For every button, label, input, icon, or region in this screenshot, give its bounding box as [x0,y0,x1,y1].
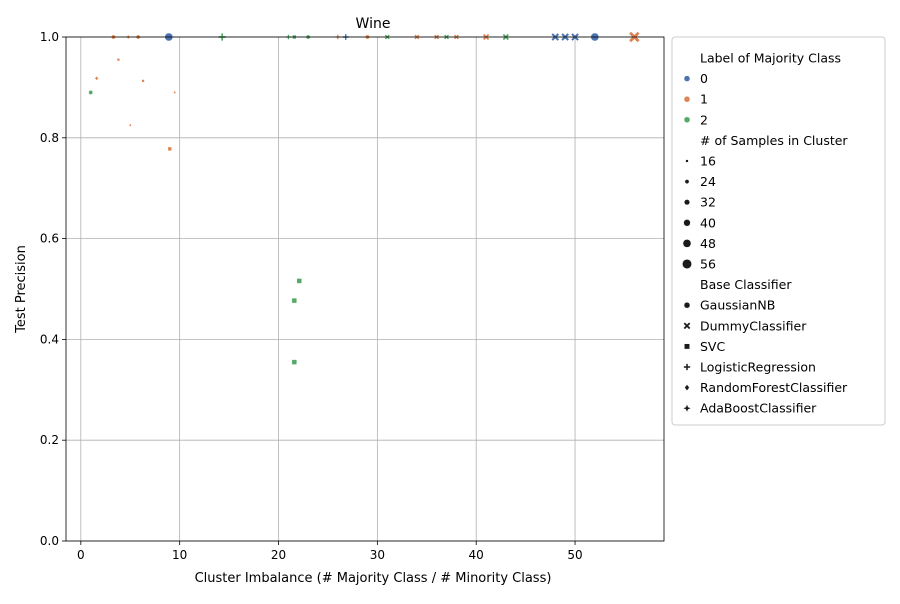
legend-entry-label: DummyClassifier [700,318,807,333]
y-axis-label: Test Precision [14,245,29,334]
data-point [128,123,132,128]
legend-size-marker [683,199,691,206]
y-tick-label: 1.0 [40,30,59,44]
x-tick-label: 0 [77,548,85,562]
data-point [291,297,298,304]
x-axis-label: Cluster Imbalance (# Majority Class / # … [195,571,552,586]
data-point [173,90,177,95]
legend-size-marker [685,159,689,163]
legend-size-marker [682,239,692,248]
legend-shape-marker [684,384,690,392]
chart-title: Wine [356,16,391,32]
legend-size-marker [684,179,690,184]
legend-shape-marker [684,343,690,350]
y-tick-label: 0.6 [40,232,59,246]
data-point [167,146,172,152]
legend-entry-label: GaussianNB [700,298,775,313]
legend-entry-label: 24 [700,174,716,189]
data-point [291,359,298,365]
y-tick-label: 0.2 [40,433,59,447]
x-tick-label: 20 [271,548,286,562]
legend-entry-label: 32 [700,195,716,210]
legend-entry-label: 1 [700,92,708,107]
legend-section-title: Label of Majority Class [700,51,841,66]
y-tick-label: 0.0 [40,534,59,548]
data-point [116,58,120,62]
legend-section-title: # of Samples in Cluster [700,133,848,148]
legend-items: Label of Majority Class 0 1 2 # of Samples i… [682,51,848,416]
legend-entry-label: RandomForestClassifier [700,380,848,395]
legend-shape-marker [683,404,691,412]
data-point [95,76,99,80]
legend-entry-label: SVC [700,339,725,354]
legend: Label of Majority Class 0 1 2 # of Samples i… [671,36,886,426]
x-tick-label: 10 [172,548,187,562]
x-axis-ticks: 0 10 20 30 40 50 [77,541,583,562]
y-tick-label: 0.8 [40,131,59,145]
y-tick-label: 0.4 [40,332,59,346]
legend-section-title: Base Classifier [700,277,792,292]
legend-color-marker [683,75,691,82]
legend-shape-marker [683,301,691,309]
legend-size-marker [682,259,692,269]
legend-color-marker [683,116,691,124]
legend-color-marker [683,95,691,103]
data-point [141,79,145,83]
y-axis-ticks: 0.0 0.2 0.4 0.6 0.8 1.0 [40,30,66,548]
grid-lines [66,36,664,542]
legend-entry-label: LogisticRegression [700,360,816,375]
legend-shape-marker [683,322,691,330]
legend-entry-label: 48 [700,236,716,251]
legend-entry-label: 16 [700,154,716,169]
legend-entry-label: 56 [700,257,716,272]
legend-entry-label: 40 [700,215,716,230]
legend-size-marker [683,219,691,227]
data-point [88,90,94,95]
x-tick-label: 30 [370,548,385,562]
legend-shape-marker [683,363,691,371]
data-point [296,278,303,284]
legend-entry-label: 2 [700,112,708,127]
legend-entry-label: AdaBoostClassifier [700,401,817,416]
x-tick-label: 50 [567,548,582,562]
plot-area-frame [65,36,665,542]
legend-entry-label: 0 [700,71,708,86]
x-tick-label: 40 [469,548,484,562]
legend-frame [671,36,886,426]
